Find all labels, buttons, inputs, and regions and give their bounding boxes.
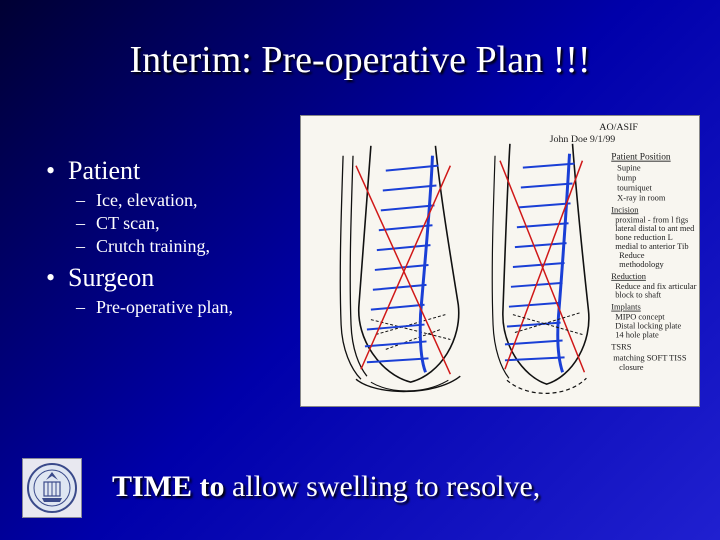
svg-text:Incision: Incision — [611, 204, 639, 214]
preop-sketch-figure: AO/ASIF John Doe 9/1/99 — [300, 115, 700, 407]
footer-bold: TIME to — [112, 470, 225, 503]
fig-header-ao: AO/ASIF — [599, 122, 638, 133]
bullet-ct: CT scan, — [40, 213, 320, 234]
svg-text:Implants: Implants — [611, 302, 641, 312]
svg-text:closure: closure — [619, 362, 644, 372]
right-bone — [492, 144, 589, 394]
footer-rest: allow swelling to resolve, — [225, 470, 541, 503]
svg-text:Patient Position: Patient Position — [611, 153, 671, 163]
svg-text:block to shaft: block to shaft — [615, 290, 662, 300]
org-seal-icon — [22, 458, 82, 518]
svg-text:tourniquet: tourniquet — [617, 182, 652, 192]
fig-header-name: John Doe 9/1/99 — [550, 134, 616, 145]
svg-text:TSRS: TSRS — [611, 341, 631, 351]
bullet-preop: Pre-operative plan, — [40, 297, 320, 318]
bullet-crutch: Crutch training, — [40, 236, 320, 257]
bullet-patient: Patient — [40, 156, 320, 186]
slide-title: Interim: Pre-operative Plan !!! — [0, 38, 720, 82]
slide: Interim: Pre-operative Plan !!! Patient … — [0, 0, 720, 540]
svg-text:bump: bump — [617, 173, 636, 183]
svg-text:Reduction: Reduction — [611, 271, 646, 281]
svg-text:Supine: Supine — [617, 163, 641, 173]
bullet-surgeon: Surgeon — [40, 263, 320, 293]
bullet-list: Patient Ice, elevation, CT scan, Crutch … — [40, 150, 320, 320]
svg-text:methodology: methodology — [619, 259, 664, 269]
fig-notes: Patient Position Supine bump tourniquet … — [611, 153, 696, 373]
preop-sketch-svg: AO/ASIF John Doe 9/1/99 — [301, 116, 699, 406]
footer-line: TIME to allow swelling to resolve, — [112, 470, 540, 504]
svg-text:matching SOFT TISS: matching SOFT TISS — [613, 352, 687, 362]
svg-text:14 hole plate: 14 hole plate — [615, 329, 659, 339]
bullet-ice: Ice, elevation, — [40, 190, 320, 211]
left-bone — [340, 146, 460, 392]
svg-text:X-ray in room: X-ray in room — [617, 192, 666, 202]
